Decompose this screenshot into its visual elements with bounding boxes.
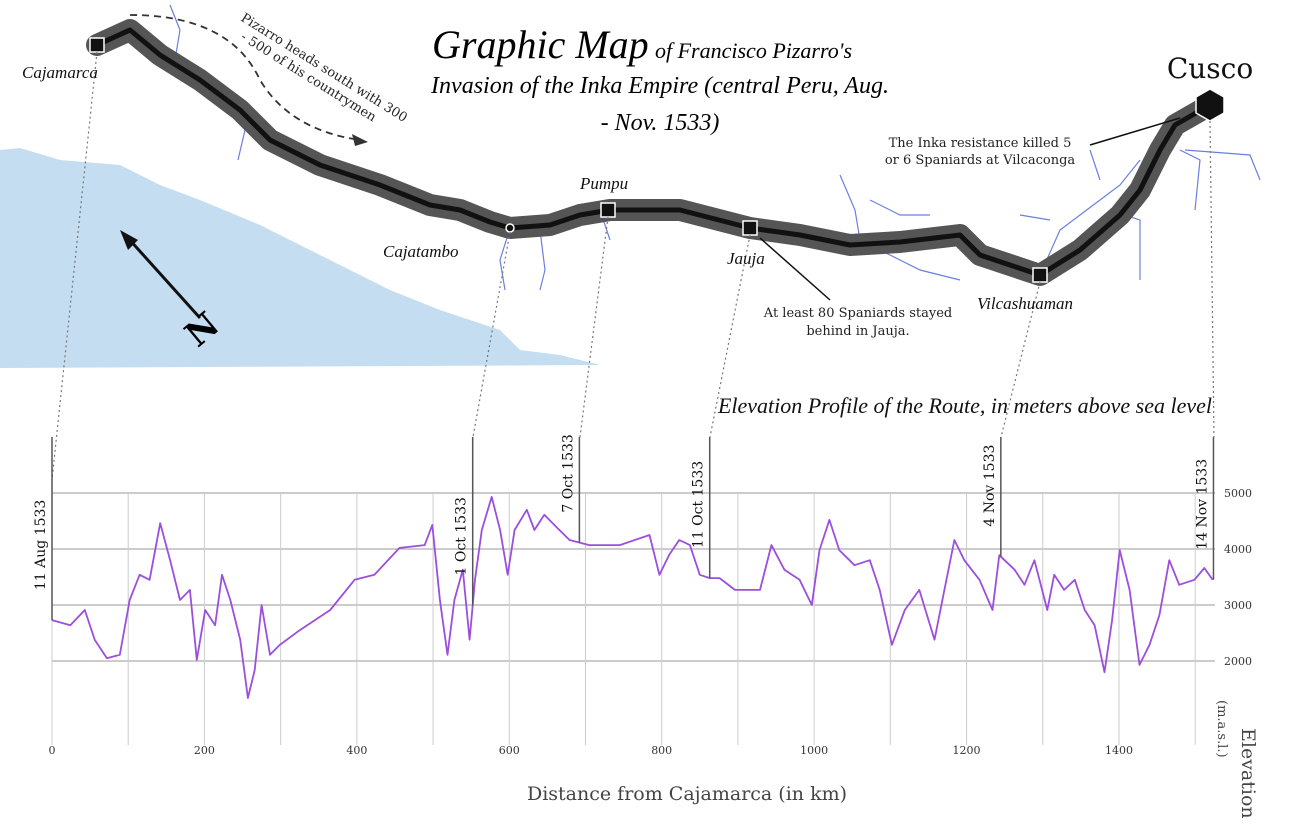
y-axis-label: Elevation [1237, 728, 1259, 819]
marker [1032, 267, 1048, 283]
place-label: Cajatambo [383, 242, 459, 261]
place-label: Vilcashuaman [977, 294, 1073, 313]
arrowhead [352, 134, 368, 146]
x-tick-label: 400 [346, 744, 367, 757]
y-axis-unit: (m.a.s.l.) [1214, 700, 1229, 758]
leader [759, 237, 831, 301]
y-tick-label: 4000 [1224, 543, 1252, 556]
title-part: of Francisco Pizarro's [655, 38, 852, 63]
marker [505, 223, 515, 233]
elevation-chart: 2000 3000 4000 5000 0 200 400 600 800 1000 1200 140… [33, 393, 1259, 819]
date-label: 7 Oct 1533 [560, 434, 576, 512]
x-tick-label: 800 [651, 744, 672, 757]
north-arrow [126, 236, 202, 320]
annotation-line: The Inka resistance killed 5 [889, 136, 1072, 151]
x-axis-label: Distance from Cajamarca (in km) [527, 783, 847, 805]
date-label: 11 Oct 1533 [691, 461, 707, 548]
marker [742, 220, 758, 236]
x-tick-label: 1200 [953, 744, 981, 757]
date-label: 14 Nov 1533 [1194, 459, 1210, 550]
y-tick-label: 5000 [1224, 487, 1252, 500]
place-label: Cusco [1167, 52, 1253, 85]
connector [709, 234, 751, 438]
marker [600, 202, 616, 218]
x-tick-label: 1400 [1105, 744, 1133, 757]
date-label: 4 Nov 1533 [982, 445, 998, 527]
river [839, 174, 961, 281]
place-label: Cajamarca [22, 63, 98, 82]
title-main: Graphic Map [432, 22, 649, 67]
connector [579, 216, 609, 438]
place-markers [89, 37, 1225, 283]
river [169, 4, 181, 61]
ocean [0, 148, 600, 368]
annotation-line: or 6 Spaniards at Vilcaconga [885, 153, 1076, 168]
marker [1195, 88, 1225, 122]
y-tick-label: 3000 [1224, 599, 1252, 612]
title-line: - Nov. 1533) [601, 110, 720, 136]
chart-title: Elevation Profile of the Route, in meter… [717, 393, 1212, 418]
annotation-line: At least 80 Spaniards stayed [763, 306, 952, 321]
x-tick-label: 0 [49, 744, 56, 757]
x-tick-label: 1000 [800, 744, 828, 757]
dashed-arrow [129, 14, 361, 141]
place-label: Pumpu [579, 174, 628, 193]
elevation-line [51, 496, 1214, 699]
river [1019, 149, 1261, 280]
title-line: Invasion of the Inka Empire (central Per… [430, 73, 889, 99]
date-label: 1 Oct 1533 [454, 497, 470, 575]
connector [1000, 281, 1041, 438]
x-tick-label: 600 [499, 744, 520, 757]
annotation-line: behind in Jauja. [806, 324, 909, 339]
connectors [51, 51, 1215, 481]
date-label: 11 Aug 1533 [33, 500, 49, 590]
connector [51, 51, 98, 481]
leader [1089, 117, 1181, 146]
x-tick-label: 200 [194, 744, 215, 757]
y-tick-label: 2000 [1224, 655, 1252, 668]
marker [89, 37, 105, 53]
north-arrowhead [120, 230, 138, 250]
place-label: Jauja [727, 249, 765, 268]
